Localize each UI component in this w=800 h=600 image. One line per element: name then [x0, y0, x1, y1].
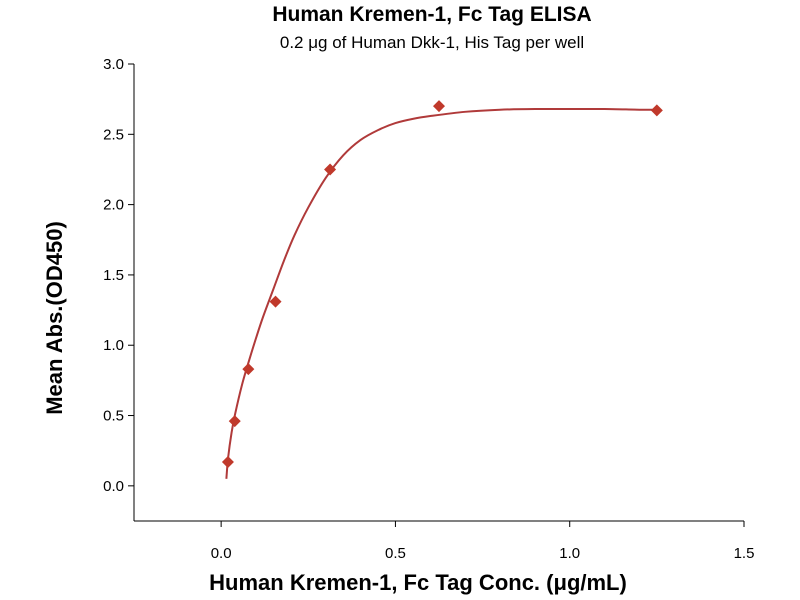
y-tick-label: 0.0 [103, 478, 124, 495]
data-point [228, 415, 241, 428]
data-point [433, 100, 445, 113]
x-tick-label: 1.0 [559, 545, 580, 562]
data-point [242, 363, 255, 376]
data-point [650, 104, 663, 117]
data-point [324, 163, 337, 176]
x-axis-title: Human Kremen-1, Fc Tag Conc. (μg/mL) [209, 570, 627, 595]
x-tick-label: 0.5 [385, 545, 406, 562]
y-tick-label: 0.5 [103, 408, 124, 425]
fit-curve-layer [225, 107, 657, 479]
x-tick-label: 1.5 [734, 545, 755, 562]
y-tick-label: 3.0 [103, 56, 124, 73]
data-point [269, 295, 282, 308]
axes: 0.0 0.5 1.0 1.5 2.0 2.5 3.0 0.0 0.5 1.0 1.5 [103, 56, 754, 562]
y-tick-label: 1.5 [103, 267, 124, 284]
chart-subtitle: 0.2 μg of Human Dkk-1, His Tag per well [280, 33, 584, 52]
data-points-layer [221, 100, 663, 468]
data-point [221, 455, 234, 468]
y-tick-label: 2.5 [103, 126, 124, 143]
y-axis-title: Mean Abs.(OD450) [42, 221, 67, 415]
y-tick-label: 2.0 [103, 197, 124, 214]
fit-curve [225, 107, 657, 479]
chart-title: Human Kremen-1, Fc Tag ELISA [272, 3, 591, 26]
x-tick-label: 0.0 [211, 545, 232, 562]
y-tick-label: 1.0 [103, 337, 124, 354]
